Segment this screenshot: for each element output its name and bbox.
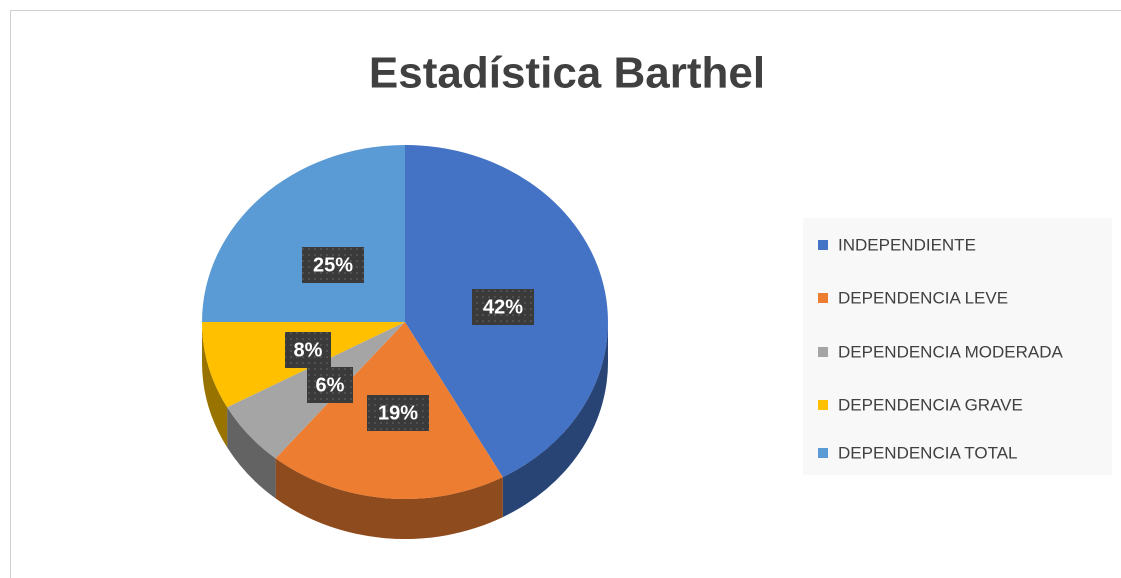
data-label-box xyxy=(472,289,534,325)
pie-side-shade xyxy=(227,407,276,499)
legend-label: DEPENDENCIA TOTAL xyxy=(838,443,1018,462)
data-label: 8% xyxy=(294,339,323,361)
data-label: 19% xyxy=(378,402,418,424)
data-label-box xyxy=(307,367,353,403)
legend-label: DEPENDENCIA MODERADA xyxy=(838,342,1063,361)
data-label-box xyxy=(367,395,429,431)
legend-label: DEPENDENCIA LEVE xyxy=(838,288,1008,307)
legend-swatch xyxy=(818,347,828,357)
data-label-box xyxy=(285,332,331,368)
pie-side xyxy=(502,322,608,518)
pie-side-shade xyxy=(202,322,228,448)
pie-side xyxy=(202,322,228,448)
data-label: 25% xyxy=(313,254,353,276)
data-label: 42% xyxy=(483,296,523,318)
legend-swatch xyxy=(818,448,828,458)
pie-side xyxy=(227,407,276,499)
pie-side-shade xyxy=(502,322,608,518)
data-label: 6% xyxy=(316,374,345,396)
legend-label: INDEPENDIENTE xyxy=(838,235,976,254)
chart-title: Estadística Barthel xyxy=(369,49,765,98)
pie-side-shade xyxy=(275,458,503,539)
pie-side xyxy=(275,458,503,539)
legend-box xyxy=(803,218,1112,475)
legend-label: DEPENDENCIA GRAVE xyxy=(838,395,1023,414)
data-label-box xyxy=(302,247,364,283)
legend-swatch xyxy=(818,240,828,250)
legend-swatch xyxy=(818,400,828,410)
legend-swatch xyxy=(818,293,828,303)
